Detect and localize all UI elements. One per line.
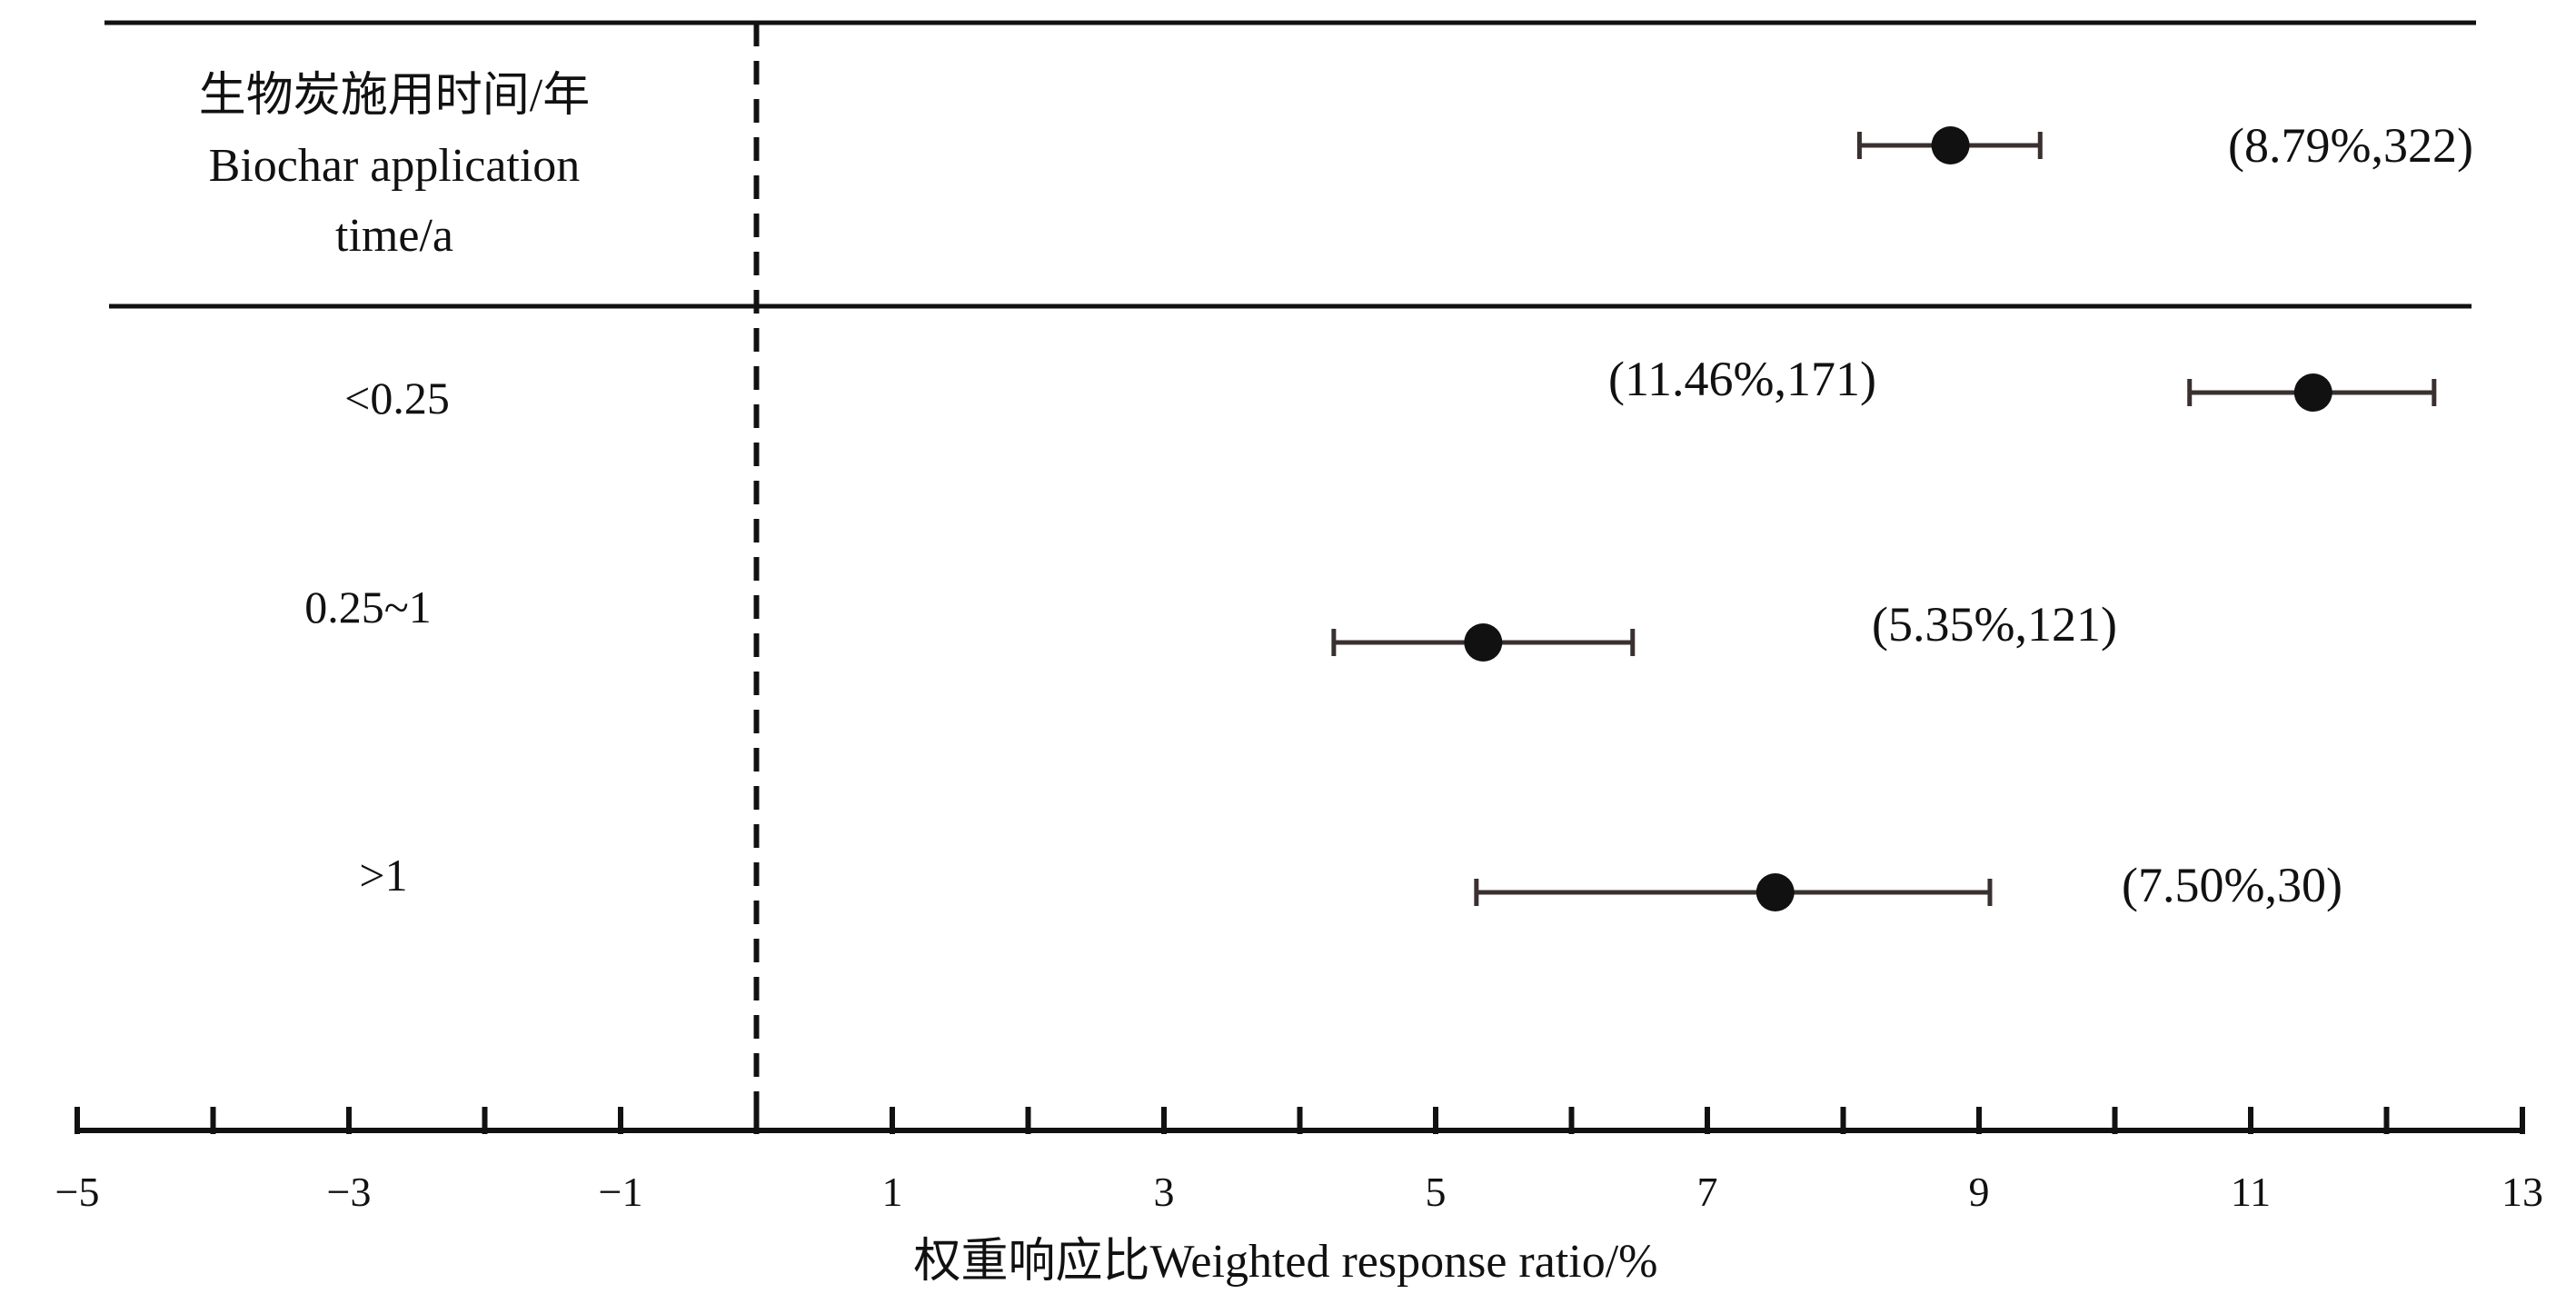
x-tick-label-3: 1 — [882, 1169, 903, 1215]
row-label-gt-1: >1 — [359, 850, 407, 901]
point-markers — [1464, 126, 2332, 911]
header-label-line-2: Biochar application — [209, 140, 581, 192]
point-gt-1 — [1755, 873, 1795, 911]
row-label-lt-0-25: <0.25 — [344, 373, 450, 423]
point-lt-0-25 — [2293, 373, 2332, 412]
annotation-header: (8.79%,322) — [2228, 118, 2473, 173]
x-tick-label-0: −5 — [55, 1169, 100, 1215]
header-label-line-1: 生物炭施用时间/年 — [199, 70, 590, 122]
x-tick-label-9: 13 — [2501, 1169, 2543, 1215]
x-axis-ticks — [75, 1107, 2525, 1134]
x-tick-label-8: 11 — [2231, 1169, 2271, 1215]
point-header — [1931, 126, 1970, 164]
header-label-line-3: time/a — [335, 210, 453, 262]
x-tick-label-5: 5 — [1426, 1169, 1447, 1215]
x-tick-label-2: −1 — [599, 1169, 643, 1215]
x-tick-label-6: 7 — [1697, 1169, 1718, 1215]
point-0-25-to-1 — [1464, 623, 1503, 662]
x-tick-label-1: −3 — [327, 1169, 372, 1215]
x-tick-label-4: 3 — [1154, 1169, 1175, 1215]
x-tick-label-7: 9 — [1969, 1169, 1990, 1215]
row-label-0-25-to-1: 0.25~1 — [304, 582, 432, 632]
annotation-0-25-to-1: (5.35%,121) — [1872, 597, 2117, 652]
annotation-lt-0-25: (11.46%,171) — [1608, 352, 1876, 406]
errorbars — [1331, 132, 2437, 906]
annotation-gt-1: (7.50%,30) — [2122, 858, 2342, 912]
x-axis-tick-labels: −5 −3 −1 1 3 5 7 9 11 13 — [55, 1169, 2543, 1215]
x-axis-title: 权重响应比Weighted response ratio/% — [914, 1236, 1658, 1288]
